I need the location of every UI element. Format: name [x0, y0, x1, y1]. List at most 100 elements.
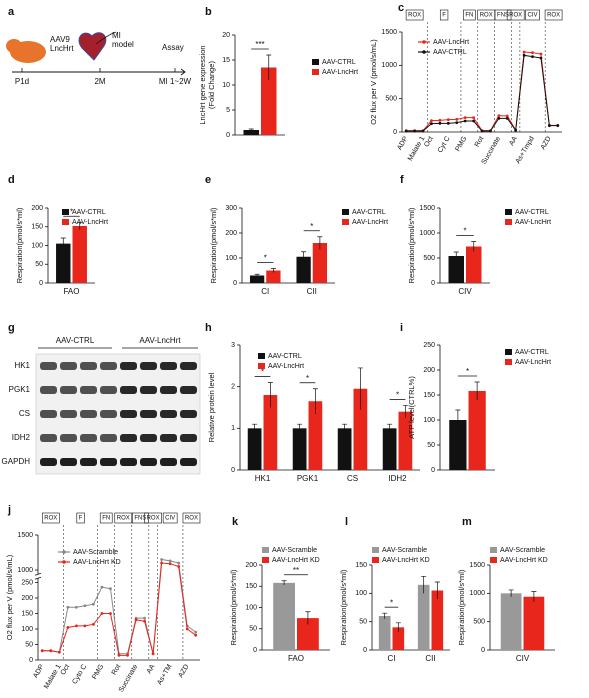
y-axis-label: Respiration(pmol/s*ml) [339, 569, 348, 645]
error-bar [297, 423, 303, 433]
assay-label: Assay [162, 43, 184, 52]
bar [449, 420, 467, 470]
data-point [194, 633, 198, 637]
legend-label: AAV-LncHrt KD [73, 559, 121, 566]
x-tick-label: ADP [396, 135, 409, 151]
legend-label: AAV-CTRL [352, 209, 386, 216]
y-tick-label: 150 [31, 224, 43, 231]
phase-box [506, 9, 525, 21]
y-tick-label: 150 [245, 583, 257, 590]
data-point [177, 561, 181, 565]
data-point [83, 624, 87, 628]
legend-label: AAV-LncHrt [433, 39, 469, 46]
data-point [455, 117, 459, 121]
error-bar [357, 367, 363, 410]
panel-letter: g [8, 322, 15, 334]
y-tick-label: 10 [222, 82, 230, 89]
y-tick-label: 2 [231, 384, 235, 391]
data-point [57, 650, 61, 654]
data-point [438, 118, 442, 122]
legend-label: AAV-CTRL [515, 209, 549, 216]
legend-swatch [342, 219, 349, 225]
legend-swatch [372, 557, 379, 563]
error-bar [387, 423, 393, 433]
y-tick-label: 100 [245, 604, 257, 611]
x-tick-label: Malate 1 [43, 663, 63, 690]
panel-letter: a [8, 6, 15, 18]
legend-label: AAV-LncHrt [322, 69, 358, 76]
blot-band [180, 362, 197, 370]
y-tick-label: 50 [427, 442, 435, 449]
y-axis-label: Relative protein level [207, 372, 216, 442]
data-point [421, 129, 425, 133]
y-tick-label: 500 [423, 255, 435, 262]
data-point [446, 121, 450, 125]
data-point [531, 51, 534, 55]
data-point [168, 562, 172, 566]
y-axis-label: Respiration(pmol/s*ml) [229, 569, 238, 645]
bar [249, 275, 265, 283]
legend-swatch [312, 59, 319, 65]
data-point [151, 652, 155, 656]
bar [261, 67, 277, 135]
y-tick-label: 15 [222, 57, 230, 64]
data-point [40, 649, 44, 653]
error-bar [402, 405, 408, 418]
legend-label: AAV-LncHrt [352, 219, 388, 226]
phase-label: FNS [497, 13, 509, 19]
x-tick-label: PMG [91, 663, 105, 680]
y-tick-label: 250 [423, 342, 435, 349]
phase-label: ROX [44, 516, 57, 522]
series-line [406, 54, 558, 132]
x-tick-label: Rot [474, 135, 486, 148]
legend-swatch [505, 209, 512, 215]
legend-swatch [62, 209, 69, 215]
bar [523, 596, 545, 650]
blot-band [120, 386, 137, 394]
row-label: CS [19, 409, 30, 418]
legend-label: AAV-LncHrt [515, 219, 551, 226]
x-tick-label: CI [388, 654, 396, 663]
significance-label: * [264, 254, 267, 263]
legend-label: AAV-Scramble [73, 549, 118, 556]
legend-marker [62, 550, 66, 554]
panel-letter: h [205, 322, 212, 334]
x-tick-label: Oct [60, 663, 72, 676]
x-tick-label: PMG [454, 135, 468, 152]
vector-label: LncHrt [50, 44, 74, 53]
data-point [472, 119, 475, 123]
x-tick-label: AZD [540, 135, 553, 151]
bar [296, 256, 311, 283]
data-point [66, 626, 70, 629]
significance-label: * [390, 598, 393, 607]
bar [382, 428, 397, 470]
phase-label: FNS [134, 516, 146, 522]
error-bar [474, 381, 480, 400]
legend-swatch [505, 219, 512, 225]
blot-band [100, 362, 117, 370]
row-label: IDH2 [12, 433, 31, 442]
data-point [489, 129, 492, 133]
significance-label: * [396, 391, 399, 400]
legend-label: AAV-CTRL [515, 349, 549, 356]
blot-band [180, 434, 197, 442]
data-point [143, 619, 146, 623]
bar [417, 584, 430, 650]
series-line [42, 558, 197, 655]
data-point [463, 116, 467, 120]
y-tick-label: 50 [249, 626, 257, 633]
y-tick-label: 1000 [469, 590, 485, 597]
y-tick-label: 150 [355, 562, 367, 569]
legend-label: AAV-Scramble [382, 547, 427, 554]
legend-label: AAV-Scramble [500, 547, 545, 554]
error-bar [281, 580, 287, 585]
panel-letter: i [400, 322, 403, 334]
blot-band [40, 458, 57, 466]
data-point [160, 558, 164, 561]
blot-band [40, 362, 57, 370]
y-tick-label: 3 [231, 342, 235, 349]
error-bar [254, 273, 260, 277]
blot-band [120, 458, 137, 466]
panel-letter: e [205, 174, 211, 186]
phase-box [439, 9, 449, 21]
